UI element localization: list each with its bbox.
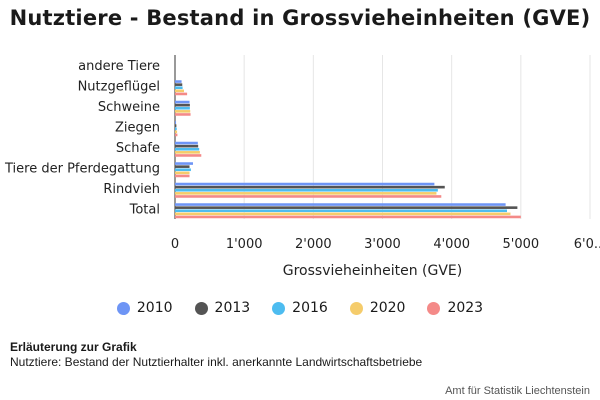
legend-dot-icon <box>272 301 286 315</box>
bar-2010 <box>175 203 506 206</box>
x-tick-label: 1'000 <box>226 237 263 252</box>
legend-label: 2016 <box>292 300 328 316</box>
bar-2023 <box>175 215 521 219</box>
bar-2020 <box>175 212 511 216</box>
x-tick-label: 6'0... <box>574 237 600 252</box>
bar-2013 <box>175 206 518 209</box>
source-credit: Amt für Statistik Liechtenstein <box>445 385 590 397</box>
bar-2010 <box>175 162 193 165</box>
bar-2016 <box>175 168 191 172</box>
legend-item[interactable]: 2010 <box>116 300 173 316</box>
legend-item[interactable]: 2013 <box>194 300 251 316</box>
chart-legend: 2010 2013 2016 2020 2023 <box>0 300 600 316</box>
bar-2013 <box>175 165 190 168</box>
legend-label: 2020 <box>369 300 406 316</box>
category-label: andere Tiere <box>78 59 160 74</box>
bar-2016 <box>175 147 200 151</box>
x-tick-label: 0 <box>171 237 179 252</box>
legend-item[interactable]: 2016 <box>272 300 328 316</box>
bar-2023 <box>175 113 191 116</box>
legend-dot-icon <box>349 301 363 315</box>
bar-2010 <box>175 80 182 83</box>
bar-2023 <box>175 133 178 137</box>
bar-2023 <box>175 92 188 96</box>
bar-chart: 0 1'000 2'000 3'000 4'000 5'000 6'0... andere T… <box>4 55 600 279</box>
category-label: Ziegen <box>115 120 160 135</box>
notes-heading: Erläuterung zur Grafik <box>10 340 137 354</box>
x-tick-label: 3'000 <box>364 237 401 252</box>
bar-2016 <box>175 209 507 213</box>
legend-label: 2010 <box>136 300 173 316</box>
bar-2013 <box>175 83 183 86</box>
bar-2023 <box>175 195 442 198</box>
bar-2020 <box>175 151 200 154</box>
bar-2013 <box>175 144 199 148</box>
legend-item[interactable]: 2023 <box>427 300 483 316</box>
category-label: Schweine <box>98 100 160 115</box>
legend-dot-icon <box>116 301 130 315</box>
bar-2016 <box>175 188 438 192</box>
bar-2010 <box>175 100 190 104</box>
bar-2020 <box>175 89 184 93</box>
bar-2010 <box>175 141 198 145</box>
x-axis-title: Grossvieheinheiten (GVE) <box>283 263 462 279</box>
legend-label: 2013 <box>214 300 251 316</box>
bar-2013 <box>175 124 177 127</box>
bar-2013 <box>175 103 190 107</box>
category-label: Schafe <box>116 141 160 156</box>
legend-dot-icon <box>427 301 441 315</box>
bar-2016 <box>175 86 183 90</box>
legend-label: 2023 <box>447 300 484 316</box>
bar-2020 <box>175 192 437 195</box>
bar-2016 <box>175 127 177 131</box>
bar-2023 <box>175 154 202 157</box>
bar-2020 <box>175 171 190 175</box>
x-tick-label: 2'000 <box>295 237 332 252</box>
legend-item[interactable]: 2020 <box>349 300 406 316</box>
bar-2020 <box>175 130 178 134</box>
bar-2023 <box>175 174 190 178</box>
bar-2020 <box>175 110 191 113</box>
category-label: Tiere der Pferdegattung <box>4 161 160 176</box>
bar-2016 <box>175 106 190 110</box>
legend-dot-icon <box>194 301 208 315</box>
bar-2010 <box>175 121 177 124</box>
chart-title: Nutztiere - Bestand in Grossvieheinheite… <box>9 6 591 30</box>
bar-2013 <box>175 185 445 189</box>
category-label: Nutzgeflügel <box>78 79 160 94</box>
x-tick-label: 4'000 <box>433 237 470 252</box>
category-label: Rindvieh <box>103 182 160 197</box>
notes-text: Nutztiere: Bestand der Nutztierhalter in… <box>10 355 423 369</box>
category-label: Total <box>129 202 160 217</box>
bar-2010 <box>175 182 435 186</box>
x-tick-label: 5'000 <box>502 237 539 252</box>
